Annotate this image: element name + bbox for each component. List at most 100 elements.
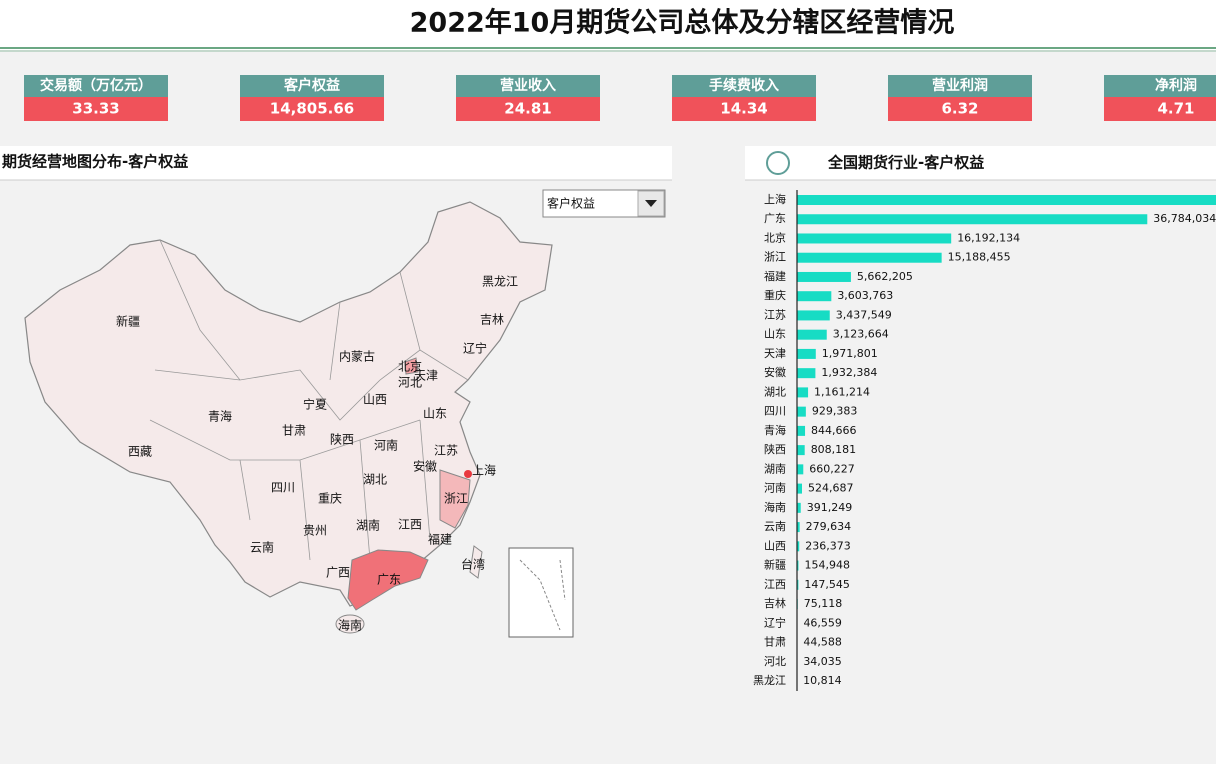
shanghai-area	[464, 470, 472, 478]
value-label: 844,666	[811, 424, 857, 437]
province-label: 广西	[326, 566, 350, 580]
province-label: 吉林	[480, 313, 504, 327]
province-label: 湖北	[363, 472, 387, 487]
category-label: 新疆	[764, 558, 786, 572]
category-label: 山西	[764, 539, 786, 552]
category-label: 浙江	[764, 251, 786, 264]
province-label: 浙江	[444, 492, 468, 506]
province-label: 山东	[423, 407, 447, 421]
value-label: 34,035	[803, 655, 842, 668]
category-label: 江西	[764, 578, 786, 591]
value-label: 1,971,801	[822, 347, 878, 360]
province-label: 湖南	[356, 518, 380, 533]
province-label: 福建	[428, 532, 452, 547]
province-label: 西藏	[128, 445, 152, 459]
bar	[797, 464, 803, 474]
province-label: 江西	[398, 518, 422, 532]
bar	[797, 387, 808, 397]
value-label: 5,662,205	[857, 270, 913, 283]
value-label: 660,227	[809, 462, 855, 475]
value-label: 75,118	[804, 597, 843, 610]
province-label: 贵州	[303, 524, 327, 538]
category-label: 江苏	[764, 308, 786, 321]
kpi-label: 净利润	[1155, 77, 1197, 94]
map	[25, 202, 573, 637]
category-label: 云南	[764, 520, 786, 533]
category-label: 辽宁	[764, 615, 786, 629]
category-label: 重庆	[764, 288, 786, 302]
value-label: 524,687	[808, 482, 854, 495]
value-label: 1,932,384	[821, 366, 877, 379]
value-label: 154,948	[804, 559, 850, 572]
category-label: 黑龙江	[753, 674, 786, 687]
category-label: 上海	[764, 192, 786, 206]
south-sea-inset	[509, 548, 573, 637]
value-label: 236,373	[805, 539, 851, 552]
province-label: 宁夏	[303, 397, 327, 412]
category-label: 四川	[764, 405, 786, 418]
bar	[797, 214, 1147, 224]
kpi-value: 14.34	[720, 100, 767, 118]
province-label: 海南	[338, 618, 362, 633]
province-label: 四川	[271, 481, 295, 495]
kpi-value: 4.71	[1157, 100, 1194, 118]
bar	[797, 484, 802, 494]
province-label: 上海	[472, 463, 496, 478]
map-title: 期货经营地图分布-客户权益	[2, 153, 188, 171]
province-label: 广东	[377, 573, 401, 587]
value-label: 929,383	[812, 405, 858, 418]
value-label: 1,161,214	[814, 385, 870, 398]
value-label: 10,814	[803, 674, 842, 687]
value-label: 36,784,034	[1153, 212, 1216, 225]
category-label: 陕西	[764, 442, 786, 456]
category-label: 安徽	[764, 365, 786, 379]
kpi-label: 营业收入	[500, 77, 556, 94]
bar	[797, 253, 942, 263]
value-label: 15,188,455	[948, 251, 1011, 264]
dropdown-value[interactable]: 客户权益	[547, 196, 595, 211]
province-label: 台湾	[461, 557, 485, 572]
category-label: 福建	[764, 269, 786, 283]
kpi-value: 6.32	[941, 100, 978, 118]
value-label: 3,123,664	[833, 328, 889, 341]
category-label: 河北	[764, 655, 786, 668]
kpi-value: 14,805.66	[270, 100, 354, 118]
province-label: 云南	[250, 540, 274, 555]
bar	[797, 445, 805, 455]
value-label: 16,192,134	[957, 231, 1020, 244]
category-label: 天津	[764, 347, 786, 360]
bar	[797, 272, 851, 282]
kpi-label: 客户权益	[283, 77, 340, 94]
bar	[797, 426, 805, 436]
bar	[797, 310, 830, 320]
province-label: 天津	[414, 369, 438, 383]
kpi-label: 手续费收入	[709, 77, 779, 94]
province-label: 青海	[208, 409, 232, 424]
category-label: 吉林	[764, 596, 786, 610]
bar	[797, 291, 831, 301]
bar	[797, 195, 1216, 205]
chart-title: 全国期货行业-客户权益	[827, 154, 984, 172]
value-label: 391,249	[807, 501, 853, 514]
dropdown[interactable]: 客户权益	[543, 190, 665, 217]
category-label: 河南	[764, 482, 786, 495]
category-label: 广东	[764, 212, 786, 225]
category-label: 山东	[764, 328, 786, 341]
category-label: 北京	[764, 230, 786, 244]
value-label: 46,559	[803, 616, 842, 629]
value-label: 808,181	[811, 443, 857, 456]
province-label: 陕西	[330, 432, 354, 447]
page-title: 2022年10月期货公司总体及分辖区经营情况	[410, 7, 955, 39]
province-label: 安徽	[413, 459, 437, 474]
bar	[797, 233, 951, 243]
kpi-label: 交易额（万亿元）	[40, 77, 152, 94]
province-label: 重庆	[318, 492, 342, 506]
province-label: 河南	[374, 438, 398, 453]
bar	[797, 368, 815, 378]
province-label: 辽宁	[463, 341, 487, 356]
category-label: 甘肃	[764, 636, 786, 649]
bar	[797, 330, 827, 340]
value-label: 3,437,549	[836, 308, 892, 321]
